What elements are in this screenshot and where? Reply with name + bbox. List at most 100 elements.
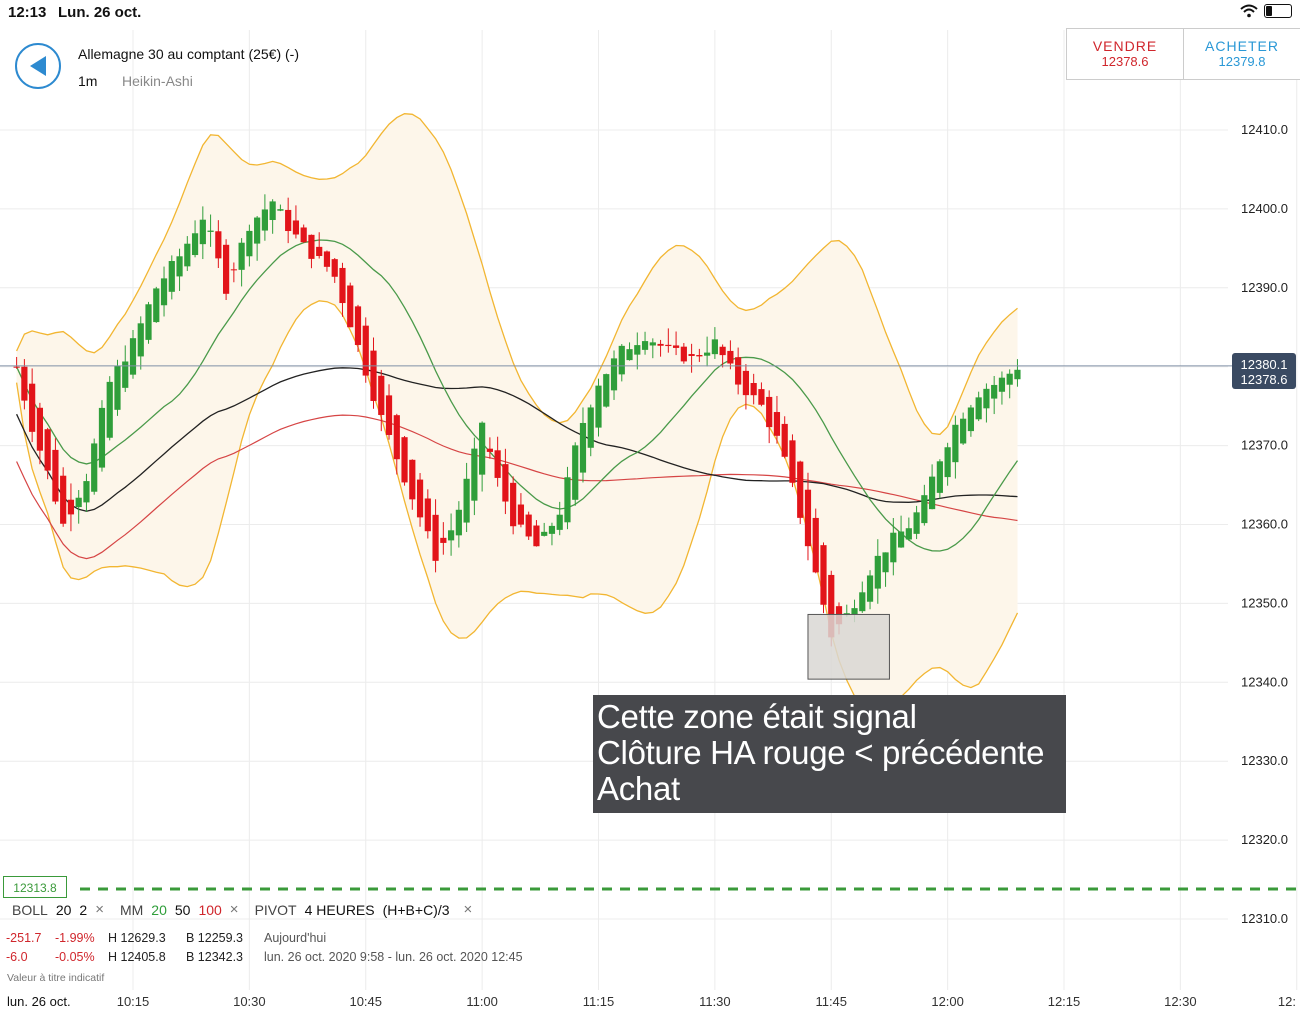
hidden-price-value: 12378.6 [1240, 372, 1288, 387]
mm-close-icon[interactable]: × [229, 901, 239, 918]
mm-period-50: 50 [174, 901, 191, 918]
candle-body [176, 256, 183, 277]
y-tick-label: 12330.0 [1241, 753, 1288, 768]
candle-body [998, 377, 1006, 392]
pivot-close-icon[interactable]: × [463, 901, 473, 918]
stat-range-low: B 12342.3 [186, 950, 243, 964]
x-tick-label: 11:15 [583, 994, 615, 1009]
mm-period-20: 20 [151, 901, 167, 918]
mm-period-100: 100 [198, 901, 222, 918]
sell-button[interactable]: VENDRE 12378.6 [1067, 29, 1183, 79]
candle-body [98, 407, 106, 468]
candle-body [866, 575, 874, 602]
candle-body [29, 383, 36, 432]
candle-body [168, 261, 175, 292]
candle-body [463, 478, 470, 523]
boll-close-icon[interactable]: × [95, 901, 104, 918]
y-tick-label: 12310.0 [1241, 911, 1288, 926]
x-tick-label: 12:15 [1048, 994, 1081, 1009]
candle-body [696, 355, 703, 357]
level-label[interactable]: 12313.8 [3, 876, 67, 898]
candle-body [246, 230, 253, 257]
chart-type-selector[interactable]: Heikin-Ashi [122, 73, 193, 89]
sell-label: VENDRE [1092, 38, 1158, 54]
candle-body [804, 489, 812, 547]
candle-body [579, 422, 587, 473]
candle-body [1006, 373, 1013, 385]
candle-body [362, 325, 369, 376]
buy-button[interactable]: ACHETER 12379.8 [1183, 29, 1300, 79]
candle-body [316, 246, 323, 257]
candle-body [773, 412, 781, 436]
candle-body [129, 338, 137, 375]
annotation-line-2: Clôture HA rouge < précédente [597, 734, 1045, 771]
candle-body [983, 388, 990, 409]
y-tick-label: 12350.0 [1241, 595, 1288, 610]
y-tick-label: 12320.0 [1241, 832, 1288, 847]
candle-body [331, 259, 338, 277]
candle-body [618, 345, 625, 375]
candle-body [967, 407, 974, 432]
candle-body [797, 461, 804, 518]
candle-body [680, 346, 687, 362]
x-axis-labels: 10:15 10:30 10:45 11:00 11:15 11:30 11:45 12:00… [117, 994, 1296, 1009]
back-button[interactable] [15, 43, 61, 89]
y-tick-label: 12340.0 [1241, 674, 1288, 689]
wifi-icon [1240, 4, 1258, 18]
candle-body [510, 482, 517, 527]
candle-body [75, 497, 82, 508]
candle-body [921, 495, 928, 524]
stat-range-label: lun. 26 oct. 2020 9:58 - lun. 26 oct. 20… [264, 950, 523, 964]
x-tick-label: 10:15 [117, 994, 150, 1009]
disclaimer: Valeur à titre indicatif [7, 972, 105, 984]
stat-range-change: -6.0 [6, 950, 28, 964]
candle-body [83, 481, 90, 503]
candle-body [890, 532, 897, 563]
candle-body [44, 429, 51, 471]
mm20-line [16, 239, 1019, 552]
y-tick-label: 12400.0 [1241, 201, 1288, 216]
annotation-line-3: Achat [597, 770, 680, 807]
y-tick-label: 12370.0 [1241, 438, 1288, 453]
candle-body [122, 361, 129, 388]
candle-body [929, 476, 936, 510]
battery-icon [1264, 4, 1292, 18]
x-tick-label: 12:00 [931, 994, 964, 1009]
x-tick-label: 11:30 [699, 994, 731, 1009]
candle-body [672, 345, 680, 348]
status-date: Lun. 26 oct. [58, 4, 142, 21]
candle-body [719, 346, 726, 356]
candle-body [564, 477, 571, 523]
candle-body [742, 370, 750, 396]
candle-body [447, 530, 455, 541]
candle-body [13, 366, 20, 368]
x-tick-label: 12: [1278, 994, 1296, 1009]
trade-box: VENDRE 12378.6 ACHETER 12379.8 [1066, 28, 1300, 80]
candle-body [401, 437, 408, 483]
candle-body [416, 479, 424, 518]
indicator-boll[interactable]: BOLL 20 2 × [12, 901, 104, 918]
indicator-pivot[interactable]: PIVOT 4 HEURES (H+B+C)/3 × [255, 901, 473, 918]
candle-body [285, 209, 292, 232]
candle-body [952, 424, 959, 463]
candle-body [812, 517, 819, 573]
candle-body [517, 504, 525, 525]
candle-body [766, 396, 773, 428]
sell-price: 12378.6 [1101, 54, 1149, 69]
candle-body [137, 323, 144, 357]
candle-body [828, 574, 835, 638]
indicator-mm[interactable]: MM 20 50 100 × [120, 901, 239, 918]
current-price-value: 12380.1 [1240, 357, 1288, 372]
candle-body [300, 227, 307, 243]
candle-body [936, 461, 943, 493]
candle-body [440, 537, 447, 543]
timeframe-selector[interactable]: 1m [78, 73, 98, 89]
current-price-tag: 12380.1 12378.6 [1232, 353, 1296, 389]
candle-body [944, 447, 951, 478]
candle-body [486, 448, 493, 452]
pivot-period: 4 HEURES [304, 901, 375, 918]
stat-today-low: B 12259.3 [186, 931, 243, 945]
stat-today-high: H 12629.3 [108, 931, 166, 945]
pivot-name: PIVOT [254, 901, 297, 918]
